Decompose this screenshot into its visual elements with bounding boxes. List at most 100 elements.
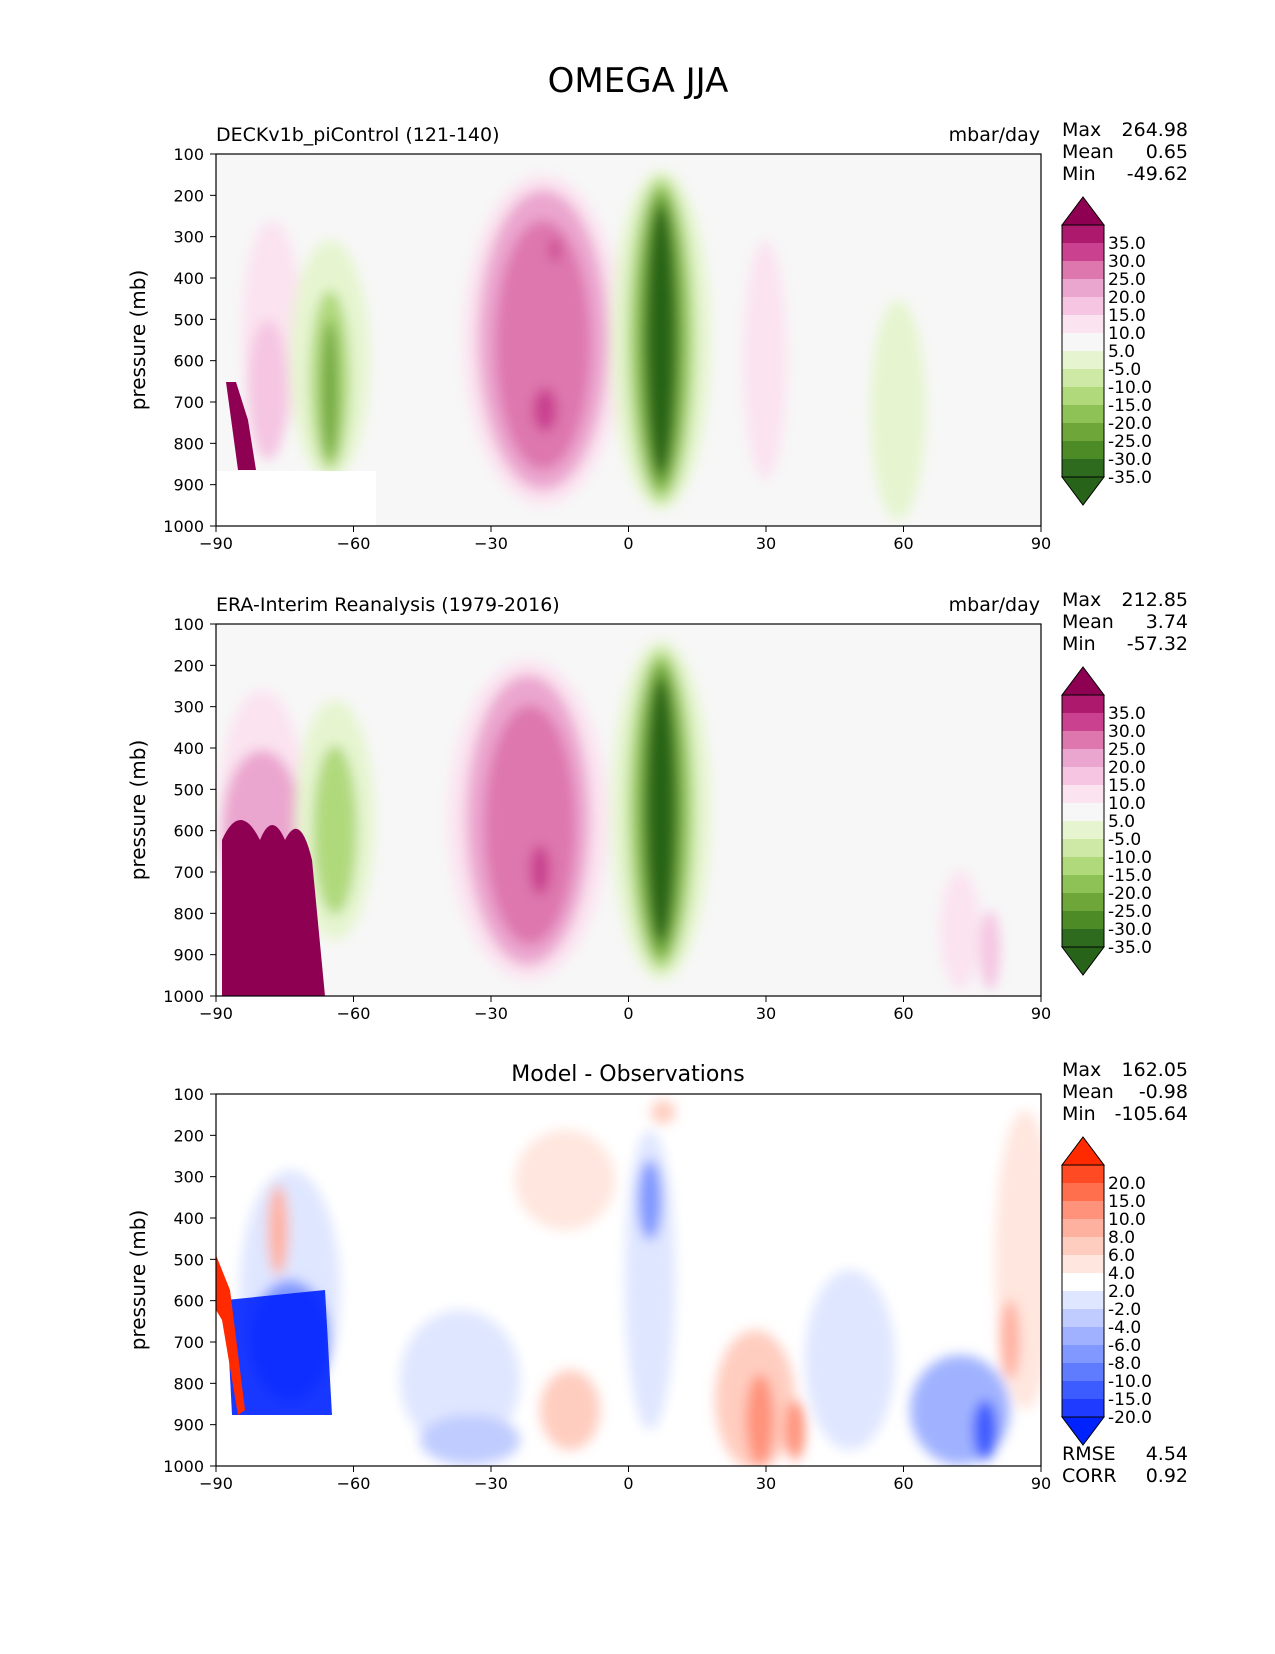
- y-tick-label: 200: [173, 186, 204, 205]
- colorbar-segment: [1062, 369, 1104, 387]
- stat-label: Mean: [1062, 141, 1114, 163]
- colorbar-label: -8.0: [1108, 1354, 1141, 1374]
- colorbar-segment: [1062, 333, 1104, 351]
- stat-value: -49.62: [1127, 163, 1188, 185]
- colorbar-label: -6.0: [1108, 1336, 1141, 1356]
- panel-model: DECKv1b_piControl (121-140) mbar/day Max…: [215, 119, 1188, 527]
- colorbar-label: -25.0: [1108, 902, 1152, 922]
- colorbar-label: 5.0: [1108, 342, 1135, 362]
- colorbar-segment: [1062, 423, 1104, 441]
- figure-title: OMEGA JJA: [548, 61, 729, 101]
- colorbar-label: 8.0: [1108, 1228, 1135, 1248]
- stat-value: -57.32: [1127, 633, 1188, 655]
- colorbar-frame: [1061, 694, 1105, 948]
- y-tick-label: 300: [173, 698, 204, 717]
- colorbar-segment: [1062, 839, 1104, 857]
- y-tick-label: 600: [173, 1292, 204, 1311]
- y-tick-label: 600: [173, 352, 204, 371]
- x-tick-label: 30: [756, 534, 776, 553]
- y-tick-label: 200: [173, 656, 204, 675]
- stat-value: 162.05: [1122, 1059, 1188, 1081]
- y-tick-label: 900: [173, 1416, 204, 1435]
- colorbar-segment: [1062, 351, 1104, 369]
- colorbar-segment: [1062, 459, 1104, 477]
- colorbar-segment: [1062, 893, 1104, 911]
- stat-label: Max: [1062, 589, 1101, 611]
- x-tick-label: 0: [623, 534, 633, 553]
- stat-value: -105.64: [1115, 1103, 1188, 1125]
- colorbar-label: 15.0: [1108, 1192, 1146, 1212]
- colorbar-label: -25.0: [1108, 432, 1152, 452]
- colorbar-segment: [1062, 821, 1104, 839]
- y-axis-label: pressure (mb): [126, 740, 150, 881]
- x-tick-label: −30: [474, 1474, 508, 1493]
- x-tick-label: 30: [756, 1474, 776, 1493]
- colorbar-label: 4.0: [1108, 1264, 1135, 1284]
- colorbar-label: 25.0: [1108, 270, 1146, 290]
- colorbar-extend-max: [1061, 666, 1105, 696]
- stat-label: Mean: [1062, 1081, 1114, 1103]
- colorbar-label: 2.0: [1108, 1282, 1135, 1302]
- stat-label: Max: [1062, 1059, 1101, 1081]
- colorbar-label: -30.0: [1108, 450, 1152, 470]
- colorbar-label: 35.0: [1108, 234, 1146, 254]
- colorbar-segment: [1062, 1219, 1104, 1237]
- colorbar-segment: [1062, 695, 1104, 713]
- colorbar-segment: [1062, 1399, 1104, 1417]
- colorbar-label: -2.0: [1108, 1300, 1141, 1320]
- colorbar-segment: [1062, 279, 1104, 297]
- colorbar-segment: [1062, 1381, 1104, 1399]
- colorbar-frame: [1061, 1164, 1105, 1418]
- y-tick-label: 1000: [163, 1457, 204, 1476]
- y-tick-label: 500: [173, 310, 204, 329]
- colorbar-label: -15.0: [1108, 866, 1152, 886]
- stat-value: 3.74: [1146, 611, 1188, 633]
- colorbar-segment: [1062, 225, 1104, 243]
- y-tick-label: 700: [173, 1333, 204, 1352]
- x-tick-label: −30: [474, 534, 508, 553]
- y-tick-label: 800: [173, 904, 204, 923]
- stat-label: Min: [1062, 1103, 1096, 1125]
- colorbar-segment: [1062, 1309, 1104, 1327]
- colorbar-label: 20.0: [1108, 288, 1146, 308]
- colorbar-label: 35.0: [1108, 704, 1146, 724]
- x-tick-label: −60: [337, 534, 371, 553]
- stat-label: Min: [1062, 163, 1096, 185]
- stat-value: 0.65: [1146, 141, 1188, 163]
- y-tick-label: 900: [173, 946, 204, 965]
- colorbar-label: 10.0: [1108, 1210, 1146, 1230]
- colorbar-segment: [1062, 929, 1104, 947]
- panel-observations: ERA-Interim Reanalysis (1979-2016) mbar/…: [215, 589, 1188, 997]
- colorbar-segment: [1062, 1201, 1104, 1219]
- colorbar-extend-max: [1061, 1136, 1105, 1166]
- units-label: mbar/day: [949, 124, 1040, 146]
- y-tick-label: 100: [173, 145, 204, 164]
- colorbar-label: -5.0: [1108, 360, 1141, 380]
- stats-box: Max 162.05 Mean -0.98 Min -105.64: [1062, 1059, 1188, 1125]
- y-tick-label: 700: [173, 863, 204, 882]
- colorbar-label: -35.0: [1108, 468, 1152, 488]
- x-tick-label: −60: [337, 1004, 371, 1023]
- colorbar-label: -20.0: [1108, 884, 1152, 904]
- colorbar-segment: [1062, 785, 1104, 803]
- colorbar-segment: [1062, 803, 1104, 821]
- x-tick-label: −90: [199, 534, 233, 553]
- colorbar-extend-min: [1061, 946, 1105, 976]
- colorbar-label: -35.0: [1108, 938, 1152, 958]
- x-tick-label: 60: [893, 534, 913, 553]
- contour-field: [216, 154, 1041, 526]
- stat-value: -0.98: [1139, 1081, 1188, 1103]
- colorbar-segment: [1062, 767, 1104, 785]
- colorbar-label: -10.0: [1108, 848, 1152, 868]
- colorbar-segment: [1062, 911, 1104, 929]
- stats-box: Max 212.85 Mean 3.74 Min -57.32: [1062, 589, 1188, 655]
- colorbar-segment: [1062, 1255, 1104, 1273]
- y-axis-label: pressure (mb): [126, 1210, 150, 1351]
- y-tick-label: 800: [173, 1374, 204, 1393]
- units-label: mbar/day: [949, 594, 1040, 616]
- stat-value: 0.92: [1146, 1465, 1188, 1487]
- stat-value: 4.54: [1146, 1443, 1188, 1465]
- y-tick-label: 400: [173, 739, 204, 758]
- colorbar-segment: [1062, 1291, 1104, 1309]
- colorbar-label: -4.0: [1108, 1318, 1141, 1338]
